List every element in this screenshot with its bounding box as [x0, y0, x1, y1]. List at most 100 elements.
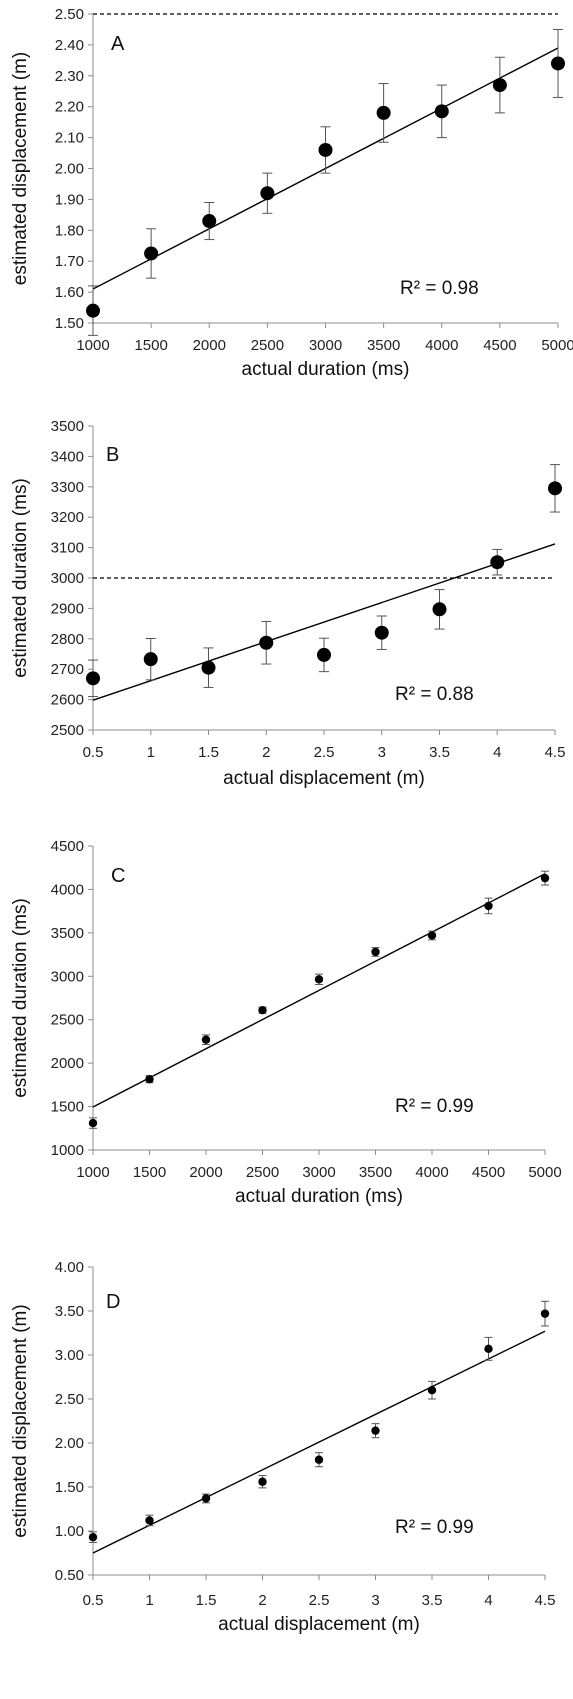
y-tick-label: 2500 [51, 722, 84, 739]
panel-label-b: B [106, 444, 119, 466]
data-point [259, 635, 274, 650]
x-tick-label: 2500 [251, 337, 284, 354]
chart-c-svg: 1000 1500 2000 2500 3000 3500 4000 4500 1000 1500… [10, 838, 562, 1207]
x-tick-label: 2.5 [309, 1592, 330, 1609]
y-tick-label: 1.90 [55, 191, 84, 208]
data-point [540, 873, 550, 883]
data-point [314, 975, 324, 984]
x-tick-label: 1 [147, 744, 155, 761]
x-tick-label: 5000 [528, 1164, 561, 1181]
data-point [374, 625, 389, 640]
y-tick-label: 1.00 [55, 1523, 84, 1540]
x-tick-label: 3 [371, 1592, 379, 1609]
x-tick-label: 4.5 [545, 744, 566, 761]
y-tick-label: 1.50 [55, 315, 84, 332]
panel-label-c: C [111, 865, 125, 887]
x-axis-title: actual duration (ms) [235, 1186, 403, 1207]
y-axis-title: estimated displacement (m) [10, 1304, 31, 1537]
data-point [86, 303, 100, 318]
data-point [551, 56, 565, 71]
y-tick-label: 4.00 [55, 1259, 84, 1276]
r-squared-label: R² = 0.99 [395, 1517, 474, 1538]
y-tick-label: 3500 [51, 418, 84, 435]
data-point [145, 1516, 154, 1525]
panel-label-a: A [111, 33, 125, 55]
y-tick-label: 3300 [51, 479, 84, 496]
data-point [317, 647, 331, 662]
x-tick-label: 0.5 [83, 744, 104, 761]
y-tick-label: 2900 [51, 600, 84, 617]
x-tick-label: 3.5 [429, 744, 450, 761]
chart-b-svg: 2500 2600 2700 2800 2900 3000 3100 3200 3300 3400… [10, 418, 566, 789]
y-axis-title: estimated displacement (m) [10, 52, 31, 285]
y-axis-title: estimated duration (ms) [10, 898, 31, 1098]
y-tick-label: 1.60 [55, 284, 84, 301]
data-point [371, 1426, 380, 1435]
y-tick-label: 2800 [51, 631, 84, 648]
y-tick-label: 3200 [51, 509, 84, 526]
y-tick-label: 4500 [51, 838, 84, 855]
y-tick-label: 3000 [51, 570, 84, 587]
y-tick-label: 2.50 [55, 1391, 84, 1408]
x-tick-label: 2 [258, 1592, 266, 1609]
x-tick-label: 3 [378, 744, 386, 761]
x-tick-label: 4500 [472, 1164, 505, 1181]
y-tick-label: 2.50 [55, 6, 84, 23]
y-tick-label: 1000 [51, 1142, 84, 1159]
x-tick-label: 4500 [483, 337, 516, 354]
chart-panel-c: 1000 1500 2000 2500 3000 3500 4000 4500 1000 1500… [0, 836, 573, 1214]
x-tick-label: 2000 [193, 337, 226, 354]
x-tick-label: 3500 [359, 1164, 392, 1181]
data-point [432, 602, 447, 617]
data-point [314, 1455, 324, 1464]
data-point [490, 555, 505, 570]
data-point [540, 1309, 550, 1318]
x-tick-label: 1 [145, 1592, 153, 1609]
x-tick-label: 4000 [425, 337, 458, 354]
x-tick-label: 1.5 [196, 1592, 217, 1609]
chart-panel-b: 2500 2600 2700 2800 2900 3000 3100 3200 3300 3400… [0, 414, 573, 794]
y-tick-label: 2.20 [55, 99, 84, 116]
data-point [201, 1494, 211, 1503]
data-point [144, 246, 159, 261]
data-point [88, 1118, 98, 1128]
y-tick-label: 1.80 [55, 222, 84, 239]
x-tick-label: 4.5 [535, 1592, 556, 1609]
data-point [427, 1386, 437, 1395]
x-axis-title: actual displacement (m) [218, 1614, 420, 1635]
data-point [258, 1005, 267, 1015]
chart-panel-a: 1.50 1.60 1.70 1.80 1.90 2.00 2.10 2.20 2.30 2.40… [0, 0, 573, 400]
data-point [371, 947, 380, 957]
trendline [92, 543, 556, 701]
y-tick-label: 2500 [51, 1012, 84, 1029]
data-point [548, 481, 562, 496]
chart-d-svg: 0.50 1.00 1.50 2.00 2.50 3.00 3.50 4.00 0.5 1 1.5 2… [10, 1259, 556, 1635]
r-squared-label: R² = 0.98 [400, 278, 479, 299]
y-tick-label: 2600 [51, 692, 84, 709]
x-tick-label: 2.5 [314, 744, 335, 761]
data-point [434, 104, 449, 119]
trendline [92, 873, 546, 1108]
x-tick-label: 1.5 [198, 744, 219, 761]
data-point [202, 214, 217, 229]
y-tick-label: 1500 [51, 1099, 84, 1116]
y-tick-label: 2.30 [55, 68, 84, 85]
x-tick-label: 0.5 [83, 1592, 104, 1609]
y-tick-label: 3100 [51, 540, 84, 557]
y-tick-label: 2.40 [55, 37, 84, 54]
data-point [376, 105, 391, 120]
data-point [427, 931, 437, 940]
data-point [258, 1477, 267, 1486]
x-tick-label: 1000 [76, 1164, 109, 1181]
x-tick-label: 3000 [302, 1164, 335, 1181]
y-tick-label: 2.00 [55, 161, 84, 178]
x-tick-label: 3000 [309, 337, 342, 354]
x-tick-label: 4 [484, 1592, 492, 1609]
y-tick-label: 2.00 [55, 1435, 84, 1452]
y-tick-label: 3500 [51, 925, 84, 942]
x-tick-label: 2 [262, 744, 270, 761]
data-point [484, 1344, 493, 1354]
x-tick-label: 1000 [76, 337, 109, 354]
y-tick-label: 3.50 [55, 1303, 84, 1320]
x-tick-label: 1500 [134, 337, 167, 354]
